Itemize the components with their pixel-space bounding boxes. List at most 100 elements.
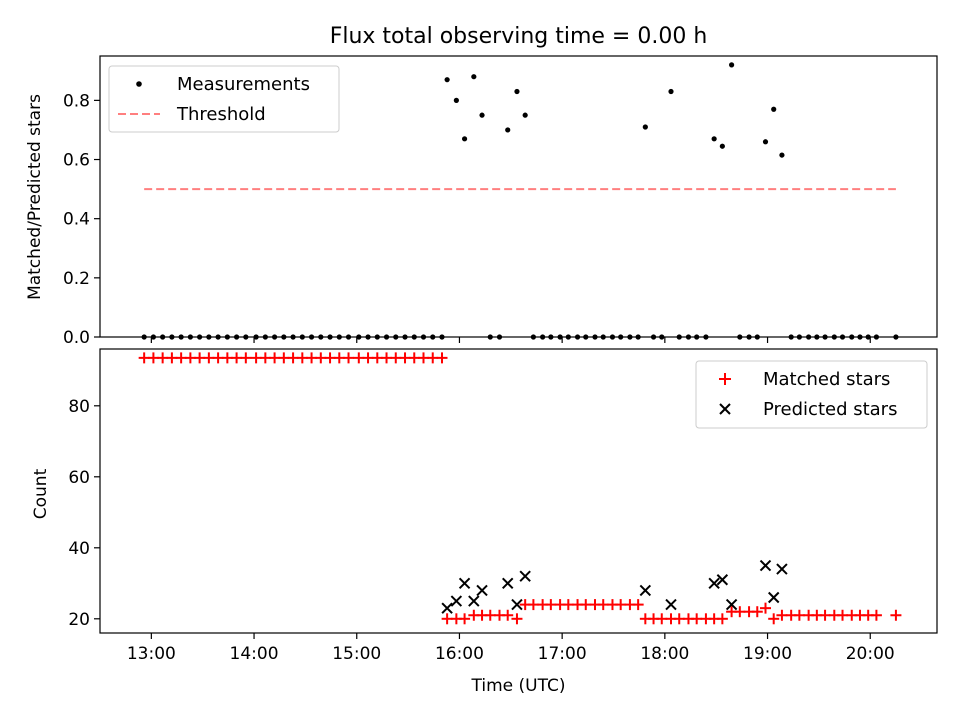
matched-star-marker <box>184 352 196 364</box>
matched-star-marker <box>511 613 523 625</box>
matched-stars-series <box>138 352 902 625</box>
matched-star-marker <box>716 613 728 625</box>
matched-star-marker <box>580 599 592 611</box>
bottom-x-tick-label: 19:00 <box>743 644 792 664</box>
matched-star-marker <box>656 613 668 625</box>
matched-star-marker <box>545 599 557 611</box>
predicted-star-marker <box>458 577 471 590</box>
matched-star-marker <box>776 609 788 621</box>
bottom-x-tick-label: 14:00 <box>230 644 279 664</box>
bottom-plot-frame <box>99 348 938 634</box>
matched-star-marker <box>269 352 281 364</box>
matched-star-marker <box>315 352 327 364</box>
matched-star-marker <box>371 352 383 364</box>
measurement-point <box>771 106 777 112</box>
bottom-y-ticks: 20 40 60 80 <box>68 397 100 630</box>
predicted-star-marker <box>476 584 488 597</box>
measurement-point <box>505 127 511 133</box>
matched-star-marker <box>632 599 644 611</box>
bottom-x-tick-label: 20:00 <box>846 644 895 664</box>
matched-star-marker <box>436 352 448 364</box>
matched-star-marker <box>615 599 627 611</box>
predicted-star-marker <box>768 591 780 604</box>
matched-star-marker <box>147 352 159 364</box>
measurement-point <box>514 88 520 95</box>
bottom-x-ticks: 13:00 14:00 15:00 16:00 17:00 18:00 19:00 20:00 <box>127 633 895 664</box>
matched-star-marker <box>441 613 453 625</box>
predicted-star-marker <box>708 577 720 590</box>
measurement-point <box>444 77 450 83</box>
bottom-x-axis-label: Time (UTC) <box>471 676 566 696</box>
top-y-ticks: 0.0 0.2 0.4 0.6 0.8 <box>63 91 100 348</box>
matched-star-marker <box>362 352 374 364</box>
predicted-star-marker <box>665 598 677 611</box>
top-y-tick-label: 0.8 <box>63 91 90 111</box>
predicted-star-marker <box>776 563 788 575</box>
measurement-point <box>719 143 725 149</box>
matched-star-marker <box>408 352 420 364</box>
bottom-x-tick-label: 16:00 <box>435 644 484 664</box>
matched-star-marker <box>166 352 178 364</box>
matched-star-marker <box>175 352 187 364</box>
matched-star-marker <box>418 352 430 364</box>
bottom-y-tick-label: 20 <box>68 610 90 630</box>
matched-star-marker <box>673 613 685 625</box>
legend-matched-label: Matched stars <box>763 369 890 390</box>
matched-star-marker <box>306 352 318 364</box>
predicted-star-marker <box>759 559 772 572</box>
legend-predicted-label: Predicted stars <box>763 399 897 420</box>
top-y-tick-label: 0.0 <box>63 328 90 348</box>
top-y-tick-label: 0.6 <box>63 151 90 171</box>
matched-star-marker <box>324 352 336 364</box>
matched-star-marker <box>157 352 169 364</box>
matched-star-marker <box>399 352 411 364</box>
legend-threshold-label: Threshold <box>176 104 266 125</box>
top-y-axis-label: Matched/Predicted stars <box>25 94 45 300</box>
matched-star-marker <box>484 609 496 621</box>
bottom-y-axis-label: Count <box>31 468 51 519</box>
top-y-tick-label: 0.2 <box>63 269 90 289</box>
matched-star-marker <box>259 352 271 364</box>
matched-star-marker <box>502 609 514 621</box>
measurement-point <box>642 124 648 130</box>
matched-star-marker <box>287 352 299 364</box>
matched-star-marker <box>240 352 252 364</box>
measurement-point <box>729 62 735 68</box>
matched-star-marker <box>527 599 539 611</box>
predicted-stars-series <box>441 559 788 614</box>
bottom-legend-box <box>695 360 928 429</box>
measurement-point <box>479 112 485 118</box>
measurements-series <box>141 62 899 340</box>
matched-star-marker <box>212 352 224 364</box>
matched-star-marker <box>390 352 402 364</box>
measurement-point <box>453 97 459 103</box>
matched-star-marker <box>562 599 574 611</box>
top-plot-frame <box>99 55 938 338</box>
matched-star-marker <box>203 352 215 364</box>
matched-star-marker <box>768 613 780 625</box>
predicted-star-marker <box>450 595 463 607</box>
top-y-tick-label: 0.4 <box>63 210 90 230</box>
predicted-star-marker <box>441 602 453 614</box>
matched-star-marker <box>296 352 308 364</box>
matched-star-marker <box>597 599 609 611</box>
matched-star-marker <box>751 606 763 618</box>
measurement-point <box>461 136 468 142</box>
bottom-x-tick-label: 15:00 <box>332 644 381 664</box>
matched-star-marker <box>353 352 365 364</box>
top-legend-box <box>108 65 340 133</box>
matched-star-marker <box>138 352 150 364</box>
measurement-point <box>668 88 674 95</box>
predicted-star-marker <box>511 598 523 611</box>
matched-star-marker <box>278 352 290 364</box>
matched-star-marker <box>381 352 393 364</box>
measurement-point <box>522 112 528 118</box>
legend-matched-marker <box>719 373 731 385</box>
matched-star-marker <box>890 609 902 621</box>
bottom-panel: Count Time (UTC) 20 40 60 80 13:00 14:00 15:0… <box>31 348 938 696</box>
bottom-x-tick-label: 18:00 <box>640 644 689 664</box>
matched-star-marker <box>221 352 233 364</box>
matched-star-marker <box>759 602 771 614</box>
top-title: Flux total observing time = 0.00 h <box>330 24 708 49</box>
